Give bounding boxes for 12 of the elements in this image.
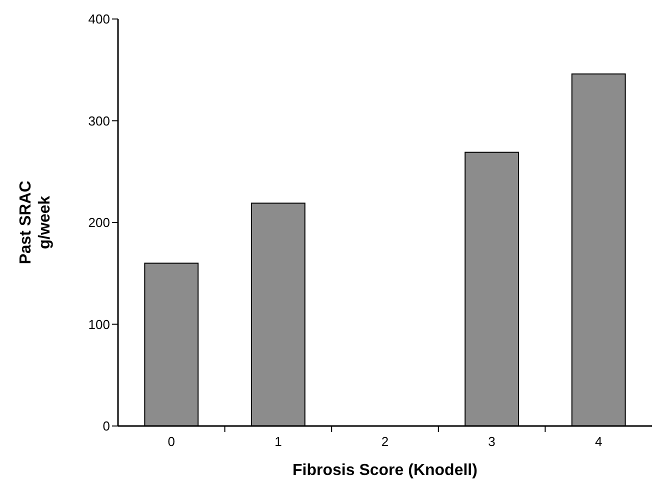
x-tick-label: 3: [488, 434, 496, 449]
y-tick-label: 200: [88, 215, 110, 230]
y-tick-label: 100: [88, 316, 110, 332]
y-tick-label: 400: [88, 12, 110, 27]
x-tick-label: 4: [594, 434, 602, 449]
x-tick-label: 1: [274, 434, 282, 449]
y-tick-label: 300: [88, 113, 110, 128]
x-axis-title: Fibrosis Score (Knodell): [292, 462, 478, 479]
x-tick-label: 0: [168, 434, 176, 449]
y-axis-title: Past SRAC g/week: [17, 180, 54, 264]
y-tick-label: 0: [102, 418, 110, 434]
x-tick-label: 2: [381, 434, 389, 449]
